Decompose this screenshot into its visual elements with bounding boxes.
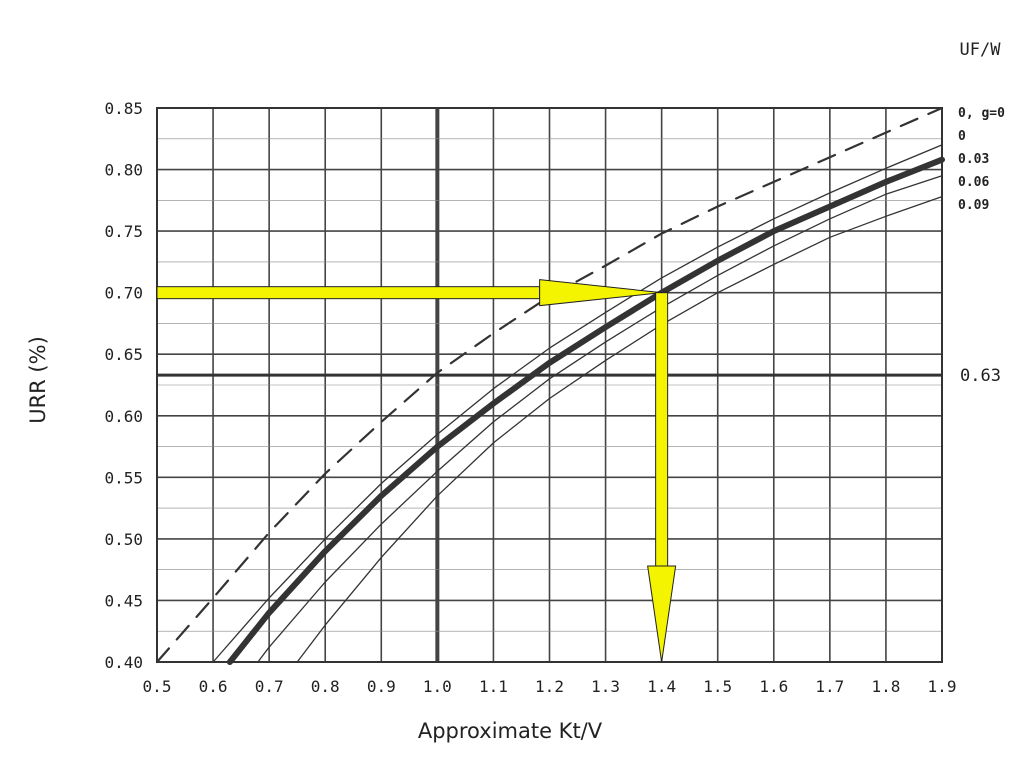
legend-entry-0: 0, g=0 <box>958 106 1005 121</box>
x-tick-label-0: 0.5 <box>143 677 172 696</box>
y-tick-label-5: 0.65 <box>104 345 143 364</box>
x-tick-label-12: 1.7 <box>815 677 844 696</box>
reference-line-label: 0.63 <box>960 366 1001 386</box>
y-tick-label-9: 0.85 <box>104 99 143 118</box>
y-tick-label-8: 0.80 <box>104 161 143 180</box>
x-tick-label-3: 0.8 <box>311 677 340 696</box>
arrow-shaft-1 <box>655 292 669 567</box>
arrow-head-0 <box>539 279 662 307</box>
legend-entry-2: 0.03 <box>958 152 989 167</box>
legend-entry-1: 0 <box>958 129 966 144</box>
x-tick-labels: 0.5 0.6 0.7 0.8 0.9 1.0 1.1 1.2 1.3 1.4 1.5 1.6 1.7 1… <box>143 677 957 696</box>
plot-frame <box>156 107 943 663</box>
annotation-arrows <box>156 279 677 663</box>
x-tick-label-9: 1.4 <box>647 677 676 696</box>
y-tick-label-0: 0.40 <box>104 653 143 672</box>
arrow-head-1 <box>647 565 677 663</box>
y-tick-label-3: 0.55 <box>104 468 143 487</box>
x-tick-label-10: 1.5 <box>703 677 732 696</box>
x-axis-title: Approximate Kt/V <box>418 719 603 743</box>
x-tick-label-8: 1.3 <box>591 677 620 696</box>
arrow-shaft-0 <box>156 286 541 300</box>
x-tick-label-13: 1.8 <box>871 677 900 696</box>
x-tick-label-11: 1.6 <box>759 677 788 696</box>
grid <box>156 107 943 663</box>
series-line-4 <box>296 195 943 663</box>
legend-entry-3: 0.06 <box>958 175 989 190</box>
y-axis-title: URR (%) <box>26 336 50 424</box>
x-tick-label-2: 0.7 <box>255 677 284 696</box>
legend-title: UF/W <box>960 40 1002 60</box>
y-tick-label-4: 0.60 <box>104 407 143 426</box>
y-tick-labels: 0.40 0.45 0.50 0.55 0.60 0.65 0.70 0.75 0.80 0.85 <box>104 99 143 672</box>
reference-line-group: 0.63 <box>157 366 1001 386</box>
series-line-2 <box>226 156 945 665</box>
x-tick-label-6: 1.1 <box>479 677 508 696</box>
x-tick-label-14: 1.9 <box>928 677 957 696</box>
x-tick-label-4: 0.9 <box>367 677 396 696</box>
legend: 0, g=0 0 0.03 0.06 0.09 <box>958 106 1005 213</box>
y-tick-label-6: 0.70 <box>104 284 143 303</box>
legend-entry-4: 0.09 <box>958 198 989 213</box>
series-line-1 <box>212 144 943 663</box>
x-tick-label-5: 1.0 <box>423 677 452 696</box>
x-tick-label-1: 0.6 <box>199 677 228 696</box>
y-tick-label-7: 0.75 <box>104 222 143 241</box>
x-tick-label-7: 1.2 <box>535 677 564 696</box>
y-tick-label-1: 0.45 <box>104 591 143 610</box>
series-line-3 <box>257 175 943 663</box>
y-tick-label-2: 0.50 <box>104 530 143 549</box>
